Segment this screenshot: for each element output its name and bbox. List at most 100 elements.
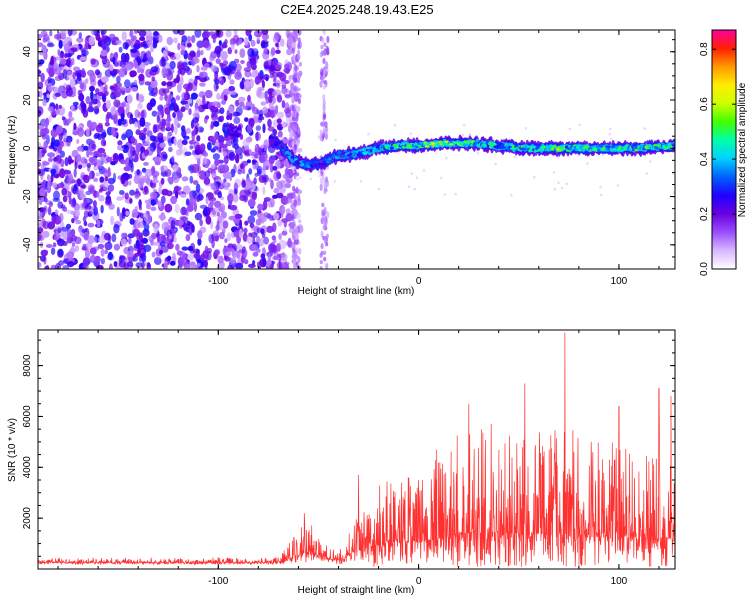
noise-blob <box>164 203 173 213</box>
noise-blob <box>167 137 173 147</box>
noise-blob <box>129 189 136 196</box>
noise-blob <box>288 227 297 234</box>
noise-blob <box>273 187 280 194</box>
noise-blob <box>214 109 222 114</box>
spectrogram-ytick-label: 0 <box>22 145 33 151</box>
noise-blob <box>183 65 190 72</box>
noise-blob <box>38 150 43 161</box>
noise-blob <box>181 92 188 101</box>
band-blob <box>613 148 618 152</box>
noise-blob <box>138 221 145 228</box>
noise-blob <box>130 135 135 143</box>
noise-blob <box>134 109 140 119</box>
noise-blob <box>118 46 123 53</box>
sparse-dot <box>319 138 323 142</box>
noise-blob <box>140 146 146 154</box>
noise-blob <box>125 63 132 71</box>
noise-blob <box>120 159 126 165</box>
noise-blob <box>229 37 236 46</box>
band-blob <box>487 142 492 146</box>
band-blob <box>498 145 503 150</box>
noise-blob <box>55 103 59 111</box>
noise-blob <box>111 72 116 78</box>
noise-blob <box>232 142 235 149</box>
noise-blob <box>263 197 271 202</box>
noise-blob <box>72 101 79 106</box>
noise-blob <box>105 99 111 110</box>
noise-blob <box>250 232 258 238</box>
noise-blob <box>128 180 132 186</box>
sparse-dot <box>476 151 480 155</box>
noise-blob <box>65 223 72 230</box>
noise-blob <box>95 172 101 177</box>
noise-blob <box>256 248 261 253</box>
sparse-dot <box>322 177 326 181</box>
noise-blob <box>202 157 208 165</box>
noise-blob <box>152 124 158 134</box>
noise-blob <box>41 230 50 238</box>
noise-blob <box>185 86 189 94</box>
sparse-dot <box>513 155 517 158</box>
noise-blob <box>235 99 240 107</box>
noise-blob <box>212 210 217 216</box>
sparse-dot <box>568 127 572 131</box>
noise-blob <box>38 70 42 75</box>
noise-blob <box>65 87 73 97</box>
noise-blob <box>255 131 259 142</box>
noise-blob <box>191 122 200 128</box>
noise-blob <box>50 174 54 183</box>
streak-blob <box>297 42 301 50</box>
noise-blob <box>131 87 138 92</box>
noise-blob <box>232 193 239 203</box>
noise-blob <box>48 201 54 208</box>
noise-blob <box>181 139 188 146</box>
noise-blob <box>40 72 45 83</box>
noise-blob <box>164 93 169 102</box>
sparse-dot <box>560 186 564 190</box>
noise-blob <box>209 54 216 62</box>
noise-blob <box>54 209 59 216</box>
noise-blob <box>74 209 81 217</box>
spectrogram-ylabel: Frequency (Hz) <box>7 116 18 185</box>
spectrogram-marks <box>38 30 675 269</box>
noise-blob <box>69 78 76 88</box>
noise-blob <box>281 100 286 109</box>
noise-blob <box>164 260 168 269</box>
noise-blob <box>268 93 273 104</box>
noise-blob <box>49 30 53 37</box>
noise-blob <box>169 94 173 100</box>
noise-blob <box>185 127 191 134</box>
noise-blob <box>66 70 73 81</box>
noise-blob <box>113 155 119 165</box>
noise-blob <box>244 117 249 122</box>
noise-blob <box>113 69 120 74</box>
streak-blob <box>324 176 329 184</box>
streak-blob <box>325 45 329 52</box>
noise-blob <box>71 149 79 158</box>
sparse-dot <box>367 132 370 136</box>
noise-blob <box>47 152 56 158</box>
noise-blob <box>151 76 156 82</box>
noise-blob <box>83 220 88 227</box>
noise-blob <box>298 61 303 67</box>
noise-blob <box>212 101 220 107</box>
spectrogram-ytick-label: -40 <box>22 237 33 252</box>
noise-blob <box>235 69 242 78</box>
noise-blob <box>184 209 189 216</box>
band-blob <box>468 140 472 144</box>
noise-blob <box>286 48 293 56</box>
noise-blob <box>183 261 191 269</box>
noise-blob <box>68 111 73 118</box>
streak-blob <box>323 256 327 262</box>
noise-blob <box>223 154 229 165</box>
noise-blob <box>214 45 222 55</box>
noise-blob <box>180 193 187 198</box>
noise-blob <box>160 244 169 253</box>
noise-blob <box>149 98 156 107</box>
noise-blob <box>100 129 107 139</box>
noise-blob <box>286 32 293 38</box>
noise-blob <box>43 205 48 214</box>
band-blob <box>492 142 497 146</box>
noise-blob <box>158 34 163 43</box>
noise-blob <box>47 106 54 112</box>
